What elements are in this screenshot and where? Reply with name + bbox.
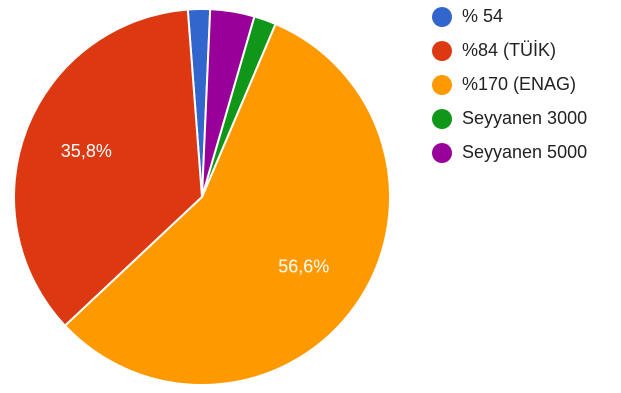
legend-item-seyyanen-5000: Seyyanen 5000 [432,142,587,163]
legend-label-54: % 54 [462,6,503,26]
legend-label-seyyanen-5000: Seyyanen 5000 [462,142,587,162]
legend-swatch-170-enag [432,75,452,95]
legend-item-170-enag: %170 (ENAG) [432,74,576,95]
pie-slices [13,8,391,386]
legend-item-seyyanen-3000: Seyyanen 3000 [432,108,587,129]
legend-swatch-seyyanen-5000 [432,143,452,163]
legend-label-seyyanen-3000: Seyyanen 3000 [462,108,587,128]
legend-item-84-t-i-k: %84 (TÜİK) [432,40,556,61]
legend-label-170-enag: %170 (ENAG) [462,74,576,94]
legend-swatch-seyyanen-3000 [432,109,452,129]
legend: % 54 %84 (TÜİK) %170 (ENAG) Seyyanen 3000 Se… [432,6,587,163]
legend-swatch-54 [432,7,452,27]
pie-slice-label-170-enag: 56,6% [278,257,329,277]
pie-slice-170-enag [63,22,391,386]
legend-swatch-84-t-i-k [432,41,452,61]
legend-item-54: % 54 [432,6,503,27]
pie-slice-84-t-i-k [13,8,204,328]
legend-label-84-t-i-k: %84 (TÜİK) [462,40,556,60]
pie-slice-label-84-t-i-k: 35,8% [61,141,112,161]
pie-slice-seyyanen-5000 [201,8,256,198]
pie-slice-labels: 35,8% 56,6% [61,141,329,277]
